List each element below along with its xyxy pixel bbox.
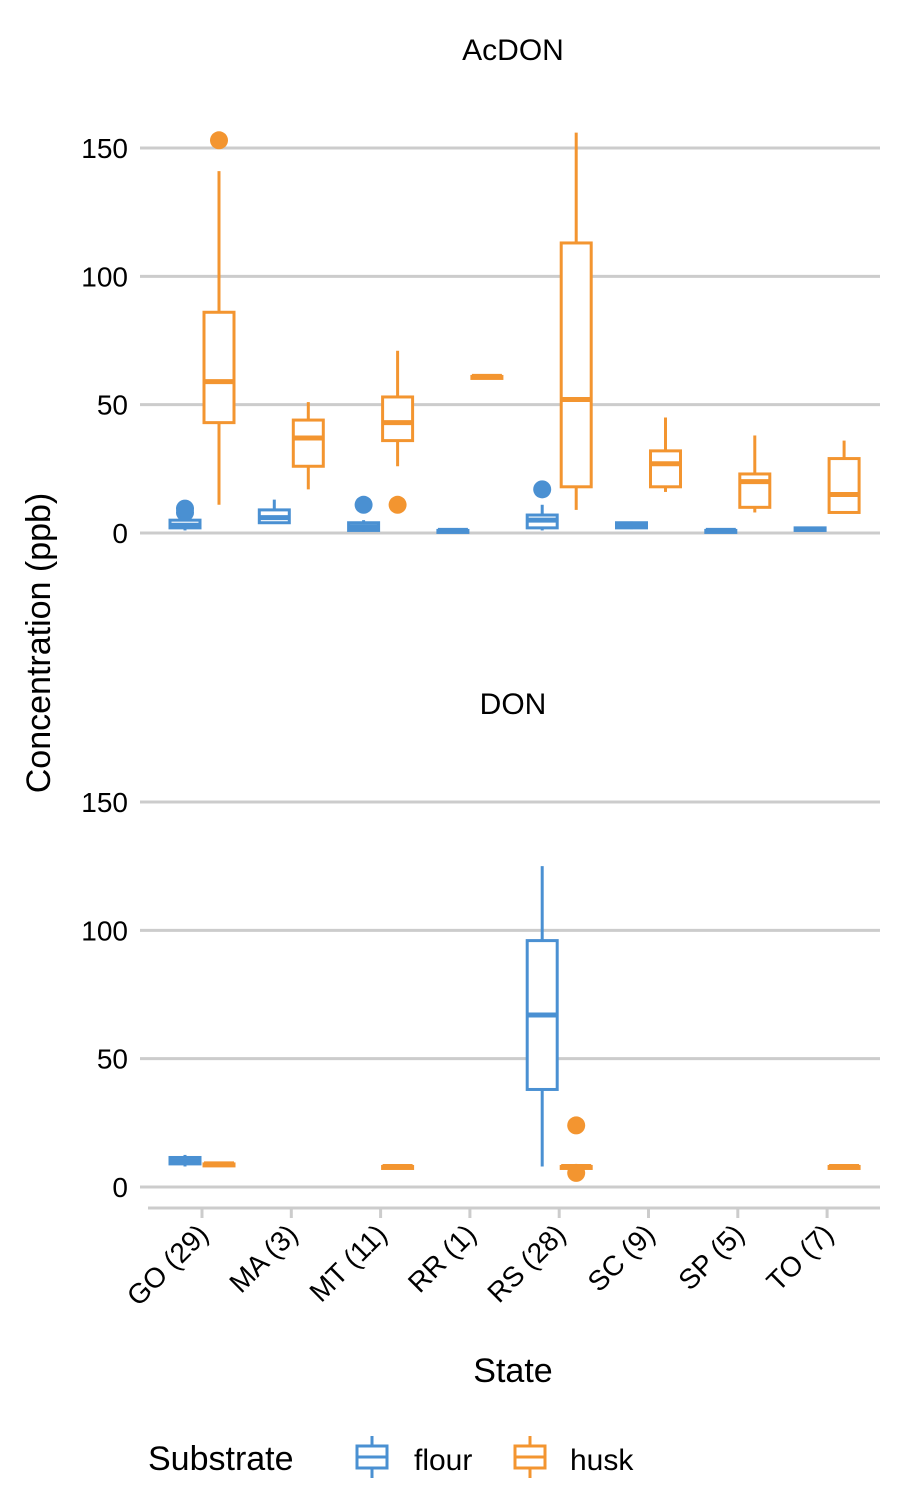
box-husk <box>470 373 504 380</box>
box-flour <box>615 521 648 530</box>
legend-label: flour <box>414 1444 472 1477</box>
x-tick-label: SC (9) <box>582 1218 661 1297</box>
legend-key-flour <box>355 1436 389 1478</box>
box-husk <box>381 1163 415 1170</box>
box-body <box>559 241 593 489</box>
box-flour <box>525 480 559 531</box>
box-husk <box>202 1161 236 1168</box>
outlier-point <box>210 131 228 150</box>
x-axis-title: State <box>473 1352 552 1390</box>
legend: Substrate flour husk <box>148 1436 634 1478</box>
outlier-point <box>388 495 407 514</box>
outlier-point <box>176 499 194 518</box>
legend-item-flour: flour <box>355 1436 472 1478</box>
y-tick-label: 150 <box>81 787 128 818</box>
panel-title: AcDON <box>462 34 564 67</box>
legend-key-husk <box>513 1436 547 1478</box>
panel-acdon: AcDON 0 50 100 150 <box>81 34 880 549</box>
series-husk <box>202 131 861 514</box>
series-flour <box>168 480 827 534</box>
x-tick-label: GO (29) <box>121 1218 214 1311</box>
y-tick-label: 50 <box>97 390 128 421</box>
box-flour <box>168 499 202 531</box>
box-husk <box>381 350 415 514</box>
series-husk <box>202 1116 861 1182</box>
y-tick-label: 0 <box>112 1172 128 1203</box>
y-tick-label: 150 <box>81 133 128 164</box>
box-body <box>738 472 772 509</box>
x-axis: GO (29) MA (3) MT (11) RR (1) RS (28) SC (9) S… <box>121 1206 880 1312</box>
box-husk <box>738 435 772 513</box>
box-husk <box>559 1116 593 1182</box>
box-husk <box>649 417 682 492</box>
y-axis-title: Concentration (ppb) <box>20 493 58 794</box>
box-flour <box>436 527 470 534</box>
x-tick-label: MT (11) <box>303 1218 392 1307</box>
outlier-point <box>567 1163 586 1182</box>
panel-title: DON <box>480 688 547 721</box>
box-husk <box>202 131 236 505</box>
outlier-point <box>354 495 373 514</box>
box-body <box>291 418 325 468</box>
outlier-point <box>567 1116 586 1135</box>
y-tick-label: 0 <box>112 518 128 549</box>
legend-item-husk: husk <box>513 1436 634 1478</box>
x-tick-label: RR (1) <box>402 1218 482 1298</box>
y-tick-label: 100 <box>81 261 128 292</box>
legend-label: husk <box>570 1444 634 1477</box>
box-flour <box>257 499 291 525</box>
x-tick-label: TO (7) <box>761 1218 840 1297</box>
box-flour <box>525 866 559 1167</box>
outlier-point <box>533 480 552 499</box>
box-body <box>381 395 415 443</box>
box-body <box>649 449 682 489</box>
box-husk <box>827 1163 861 1170</box>
box-husk <box>291 402 325 490</box>
x-tick-label: MA (3) <box>223 1218 303 1298</box>
y-tick-label: 50 <box>97 1044 128 1075</box>
box-flour <box>347 495 381 532</box>
box-body <box>827 457 861 514</box>
panels-layer: AcDON 0 50 100 150 DON 0 50 100 150 <box>81 34 880 1203</box>
box-flour <box>168 1154 202 1167</box>
x-tick-label: SP (5) <box>672 1218 750 1296</box>
legend-title: Substrate <box>148 1440 294 1478</box>
series-flour <box>168 866 559 1167</box>
box-husk <box>827 440 861 514</box>
panel-don: DON 0 50 100 150 <box>81 688 880 1203</box>
x-tick-label: RS (28) <box>481 1218 571 1308</box>
y-tick-label: 100 <box>81 915 128 946</box>
box-flour <box>704 527 738 534</box>
box-body <box>202 310 236 425</box>
box-flour <box>793 526 827 532</box>
box-husk <box>559 132 593 510</box>
